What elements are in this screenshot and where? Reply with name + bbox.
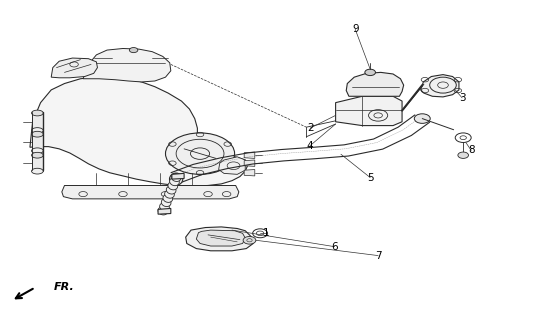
- Ellipse shape: [169, 178, 179, 186]
- Polygon shape: [31, 134, 43, 151]
- Polygon shape: [421, 75, 459, 97]
- Polygon shape: [62, 186, 239, 199]
- Polygon shape: [30, 77, 248, 186]
- Text: FR.: FR.: [54, 283, 75, 292]
- Ellipse shape: [166, 186, 176, 194]
- Text: 2: 2: [307, 123, 313, 133]
- Circle shape: [365, 69, 375, 76]
- Ellipse shape: [160, 203, 169, 211]
- Ellipse shape: [31, 168, 43, 174]
- Ellipse shape: [31, 110, 43, 116]
- Ellipse shape: [31, 131, 43, 137]
- Ellipse shape: [161, 199, 171, 207]
- Polygon shape: [83, 49, 171, 82]
- Circle shape: [243, 236, 256, 244]
- Polygon shape: [31, 155, 43, 171]
- Polygon shape: [336, 96, 402, 125]
- Text: 5: 5: [367, 172, 374, 182]
- Ellipse shape: [31, 148, 43, 154]
- Text: 9: 9: [352, 24, 359, 34]
- Polygon shape: [219, 157, 245, 174]
- Circle shape: [130, 48, 138, 52]
- Ellipse shape: [171, 173, 181, 181]
- Ellipse shape: [163, 195, 173, 202]
- Text: 6: 6: [331, 242, 338, 252]
- Ellipse shape: [168, 182, 177, 190]
- Polygon shape: [196, 230, 245, 246]
- Circle shape: [414, 114, 430, 123]
- Polygon shape: [244, 152, 255, 158]
- Ellipse shape: [165, 190, 174, 198]
- Polygon shape: [244, 160, 255, 166]
- Circle shape: [165, 133, 235, 174]
- Polygon shape: [31, 113, 43, 131]
- Ellipse shape: [31, 128, 43, 133]
- Text: 8: 8: [468, 146, 474, 156]
- Ellipse shape: [31, 152, 43, 158]
- Circle shape: [458, 152, 469, 158]
- Text: 4: 4: [307, 141, 313, 151]
- Text: 1: 1: [263, 228, 270, 238]
- Polygon shape: [346, 72, 403, 96]
- Text: 3: 3: [459, 93, 465, 103]
- Polygon shape: [185, 227, 253, 251]
- Polygon shape: [51, 58, 98, 78]
- Text: 7: 7: [375, 251, 382, 260]
- Polygon shape: [244, 170, 255, 176]
- Polygon shape: [172, 173, 184, 179]
- Ellipse shape: [158, 207, 168, 215]
- Polygon shape: [158, 208, 171, 214]
- Ellipse shape: [169, 173, 183, 185]
